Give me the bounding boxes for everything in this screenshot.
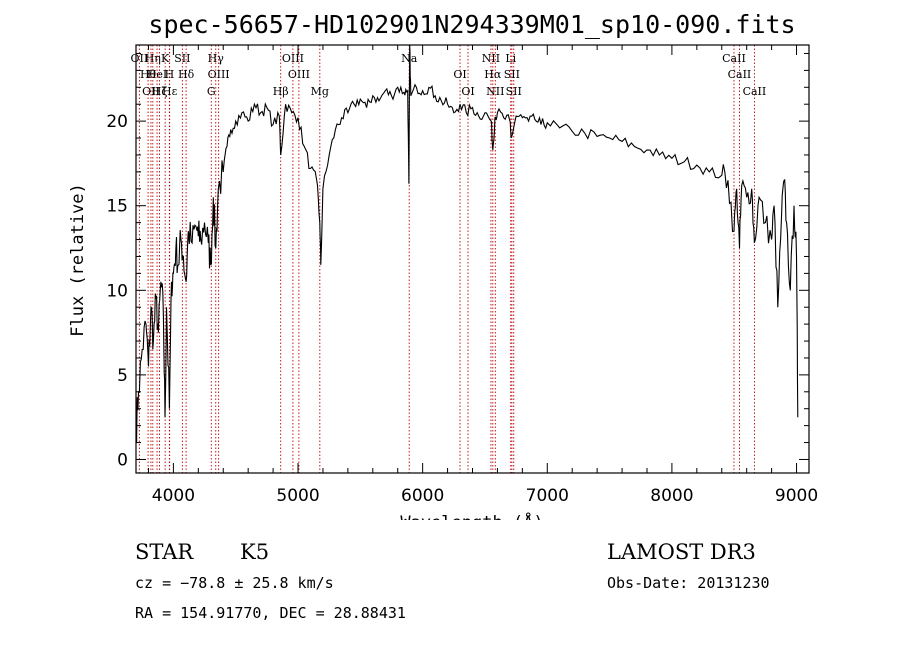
y-axis-label: Flux (relative)	[68, 183, 88, 337]
line-label-sii: SII	[174, 52, 190, 65]
line-label-caii: CaII	[722, 52, 746, 65]
line-label-oii: OII	[131, 52, 149, 65]
line-label-nii: NII	[482, 52, 500, 65]
x-tick-label: 6000	[401, 486, 444, 506]
line-label-hβ: Hβ	[273, 85, 289, 98]
line-label-sii: SII	[504, 68, 520, 81]
line-label-oiii: OIII	[282, 52, 304, 65]
line-label-hθ: Hθ	[140, 68, 157, 81]
line-label-hζ: Hζ	[152, 85, 168, 98]
spectrum-series-line	[135, 44, 799, 443]
redshift-cz: cz = −78.8 ± 25.8 km/s	[135, 574, 334, 592]
survey-name: LAMOST DR3	[607, 540, 756, 564]
obs-date: Obs-Date: 20131230	[607, 574, 770, 592]
line-label-li: Li	[505, 52, 516, 65]
line-label-oiii: OIII	[288, 68, 310, 81]
line-label-hei: HeI	[147, 68, 167, 81]
line-label-oii: OII	[142, 85, 160, 98]
line-label-nii: NII	[486, 85, 504, 98]
y-tick-label: 0	[117, 450, 128, 470]
x-tick-label: 9000	[775, 486, 818, 506]
x-axis-ticks: 4000 5000 6000 7000 8000 9000	[147, 45, 818, 506]
line-label-hα: Hα	[484, 68, 502, 81]
y-axis-ticks: 0 5 10 15 20	[106, 52, 809, 470]
object-subclass: K5	[240, 540, 270, 564]
object-class: STAR	[135, 540, 194, 564]
x-tick-label: 4000	[152, 486, 195, 506]
line-label-hδ: Hδ	[178, 68, 195, 81]
x-tick-label: 5000	[276, 486, 319, 506]
y-tick-label: 10	[106, 281, 128, 301]
line-label-hη: Hη	[145, 52, 161, 65]
y-tick-label: 5	[117, 366, 128, 386]
line-label-k: K	[161, 52, 170, 65]
x-axis-label: Wavelength (Å)	[400, 511, 543, 520]
line-label-g: G	[207, 85, 216, 98]
spectrum-chart: spec-56657-HD102901N294339M01_sp10-090.f…	[68, 10, 818, 520]
ra-dec: RA = 154.91770, DEC = 28.88431	[135, 604, 406, 622]
line-label-caii: CaII	[743, 85, 767, 98]
line-label-oi: OI	[461, 85, 474, 98]
line-label-hε: Hε	[162, 85, 178, 98]
chart-title: spec-56657-HD102901N294339M01_sp10-090.f…	[148, 10, 795, 39]
line-label-mg: Mg	[311, 85, 329, 98]
y-tick-label: 20	[106, 112, 128, 132]
line-label-hγ: Hγ	[208, 52, 225, 65]
x-tick-label: 7000	[526, 486, 569, 506]
y-tick-label: 15	[106, 197, 128, 217]
line-label-sii: SII	[506, 85, 522, 98]
emission-line-markers	[138, 45, 755, 473]
line-label-h: H	[165, 68, 175, 81]
line-label-oiii: OIII	[208, 68, 230, 81]
x-tick-label: 8000	[650, 486, 693, 506]
emission-line-labels: OIIHθOIIHηHeIHζKHHεSIIHδGHγOIIIHβOIIIOII…	[131, 52, 767, 98]
line-label-caii: CaII	[728, 68, 752, 81]
line-label-oi: OI	[453, 68, 466, 81]
